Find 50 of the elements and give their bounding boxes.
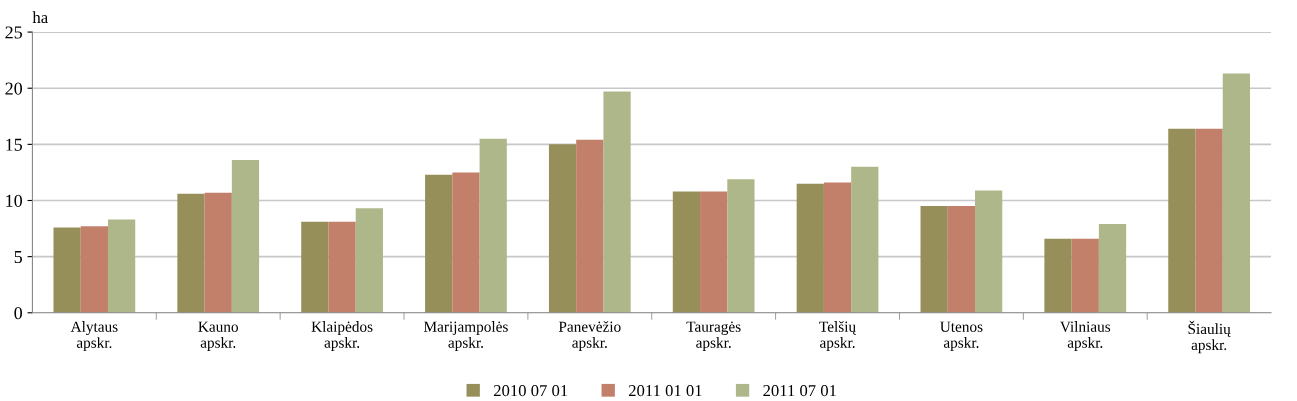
bar — [1168, 128, 1196, 313]
y-tick-label: 0 — [14, 307, 23, 320]
bar — [1222, 73, 1250, 313]
bar — [479, 138, 507, 313]
x-tick-label: Utenos apskr. — [940, 321, 983, 351]
y-axis-title: ha — [32, 11, 48, 24]
bar — [204, 192, 232, 313]
bar — [328, 221, 356, 313]
bar — [548, 144, 577, 313]
bar — [603, 91, 631, 313]
legend-label: 2011 01 01 — [628, 385, 702, 397]
bar — [947, 206, 976, 313]
bar — [576, 139, 604, 313]
x-tick-label: Vilniaus apskr. — [1060, 321, 1111, 351]
bar — [1044, 238, 1072, 313]
bar — [920, 206, 948, 313]
bar — [727, 179, 755, 313]
bar — [231, 160, 260, 313]
x-tick-label: Tauragės apskr. — [686, 321, 741, 351]
bar — [355, 208, 383, 313]
bar — [107, 219, 136, 313]
bar — [425, 174, 453, 313]
bar — [851, 166, 879, 313]
x-tick-label: Šiaulių apskr. — [1188, 320, 1231, 354]
x-tick-label: Panevėžio apskr. — [558, 321, 621, 351]
x-tick-label: Kauno apskr. — [198, 321, 238, 351]
bar — [1195, 128, 1223, 313]
bar — [823, 182, 852, 313]
bar — [53, 227, 81, 313]
bar — [796, 183, 824, 313]
y-tick-label: 15 — [6, 138, 22, 151]
x-tick-label: Marijampolės apskr. — [423, 321, 508, 351]
bar — [975, 190, 1003, 313]
legend-label: 2011 07 01 — [763, 385, 836, 397]
bar — [177, 193, 205, 313]
y-tick-label: 5 — [14, 251, 22, 264]
x-tick-label: Klaipėdos apskr. — [311, 321, 373, 351]
x-tick-label: Alytaus apskr. — [70, 321, 118, 351]
y-tick-label: 20 — [5, 82, 23, 95]
x-tick-label: Telšių apskr. — [819, 321, 857, 351]
bar — [80, 226, 108, 313]
bar — [301, 221, 329, 313]
bar — [1071, 238, 1099, 313]
legend-label: 2010 07 01 — [493, 385, 568, 397]
bar — [452, 172, 480, 313]
y-tick-label: 25 — [5, 26, 22, 39]
bar — [672, 191, 701, 313]
bar — [1098, 224, 1127, 313]
bar — [700, 191, 728, 313]
y-tick-label: 10 — [6, 194, 23, 207]
